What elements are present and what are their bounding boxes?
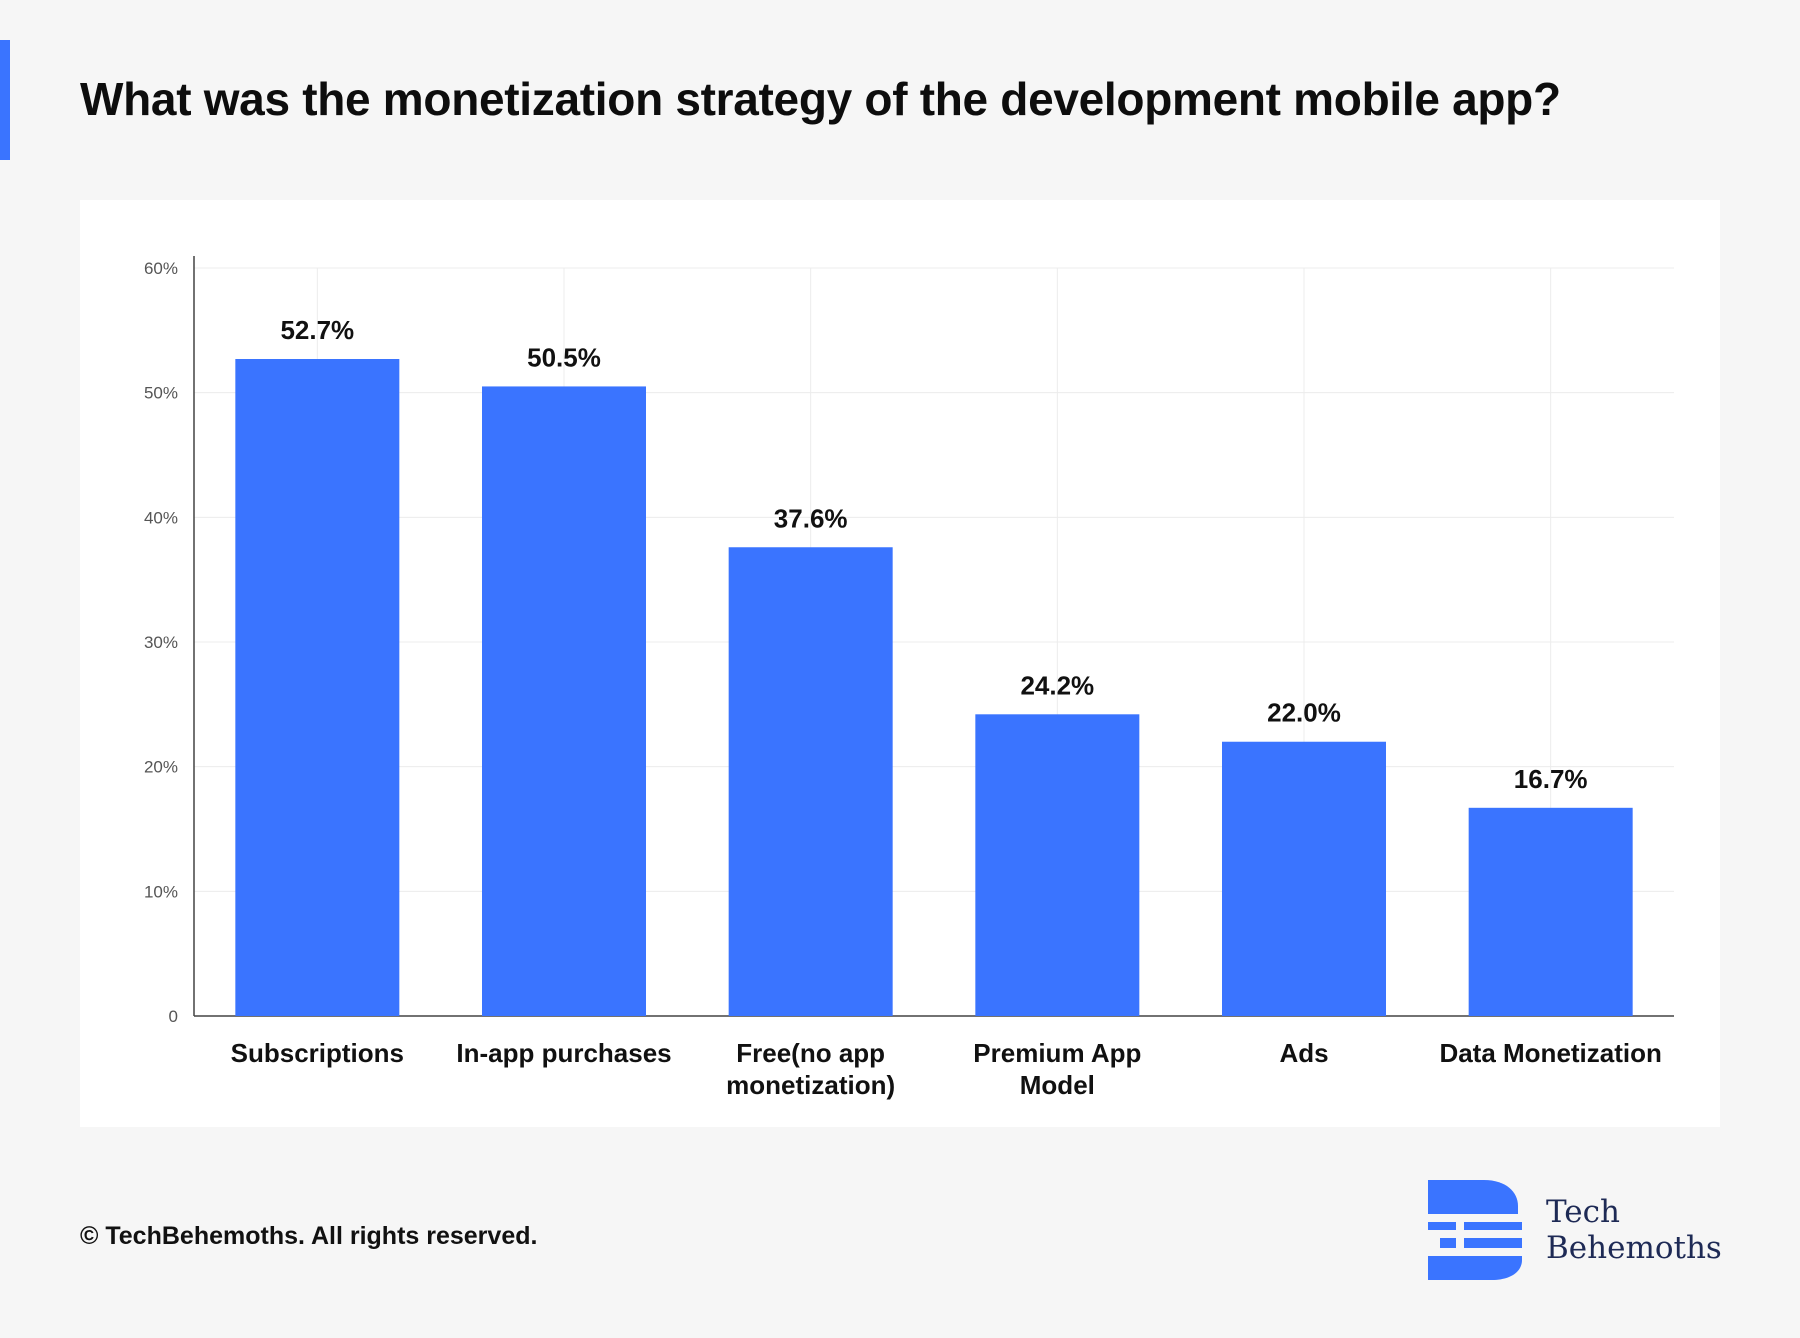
bar-chart: 0 10% 20% 30% 40% 50% 60% 52.7% Subscriptions 50.…	[144, 256, 1674, 1100]
x-tick-label: Free(no app monetization)	[726, 1038, 895, 1100]
logo-line-1: Tech	[1546, 1194, 1620, 1230]
x-tick-label: Ads	[1279, 1038, 1328, 1068]
x-tick-label-line: Ads	[1279, 1038, 1328, 1068]
y-tick-label: 20%	[144, 758, 178, 777]
title-accent-bar	[0, 40, 10, 160]
logo-line-2: Behemoths	[1546, 1230, 1722, 1266]
x-tick-label: Subscriptions	[231, 1038, 404, 1068]
bar	[235, 359, 400, 1016]
bar	[482, 386, 646, 1016]
x-tick-label-line: Subscriptions	[231, 1038, 404, 1068]
x-tick-label-line: Premium App	[973, 1038, 1141, 1068]
copyright-text: © TechBehemoths. All rights reserved.	[80, 1222, 538, 1250]
x-tick-label-line: Model	[1020, 1070, 1095, 1100]
x-tick-label: In-app purchases	[456, 1038, 671, 1068]
y-tick-label: 60%	[144, 259, 178, 278]
x-tick-label: Premium App Model	[973, 1038, 1141, 1100]
y-tick-label: 30%	[144, 633, 178, 652]
techbehemoths-logo: Tech Behemoths	[1426, 1180, 1726, 1286]
bar-value-label: 24.2%	[1020, 670, 1094, 700]
bar-value-label: 22.0%	[1267, 698, 1341, 728]
bar-value-label: 50.5%	[527, 342, 601, 372]
logo-wordmark: Tech Behemoths	[1546, 1194, 1722, 1266]
y-tick-label: 40%	[144, 508, 178, 527]
x-tick-label: Data Monetization	[1439, 1038, 1661, 1068]
y-tick-label: 10%	[144, 882, 178, 901]
chart-title: What was the monetization strategy of th…	[80, 73, 1561, 125]
chart-panel: 0 10% 20% 30% 40% 50% 60% 52.7% Subscriptions 50.…	[80, 200, 1720, 1127]
bar-value-label: 37.6%	[774, 503, 848, 533]
y-tick-label: 0	[169, 1007, 178, 1026]
bar	[1468, 807, 1633, 1016]
bar	[1222, 741, 1386, 1016]
x-tick-label-line: Free(no app	[736, 1038, 885, 1068]
bar	[728, 547, 893, 1016]
bar	[975, 714, 1140, 1016]
bar-value-label: 52.7%	[280, 315, 354, 345]
techbehemoths-logo-icon	[1428, 1180, 1522, 1280]
bar-value-label: 16.7%	[1514, 764, 1588, 794]
x-tick-label-line: monetization)	[726, 1070, 895, 1100]
x-tick-label-line: Data Monetization	[1439, 1038, 1661, 1068]
y-tick-label: 50%	[144, 384, 178, 403]
x-tick-label-line: In-app purchases	[456, 1038, 671, 1068]
